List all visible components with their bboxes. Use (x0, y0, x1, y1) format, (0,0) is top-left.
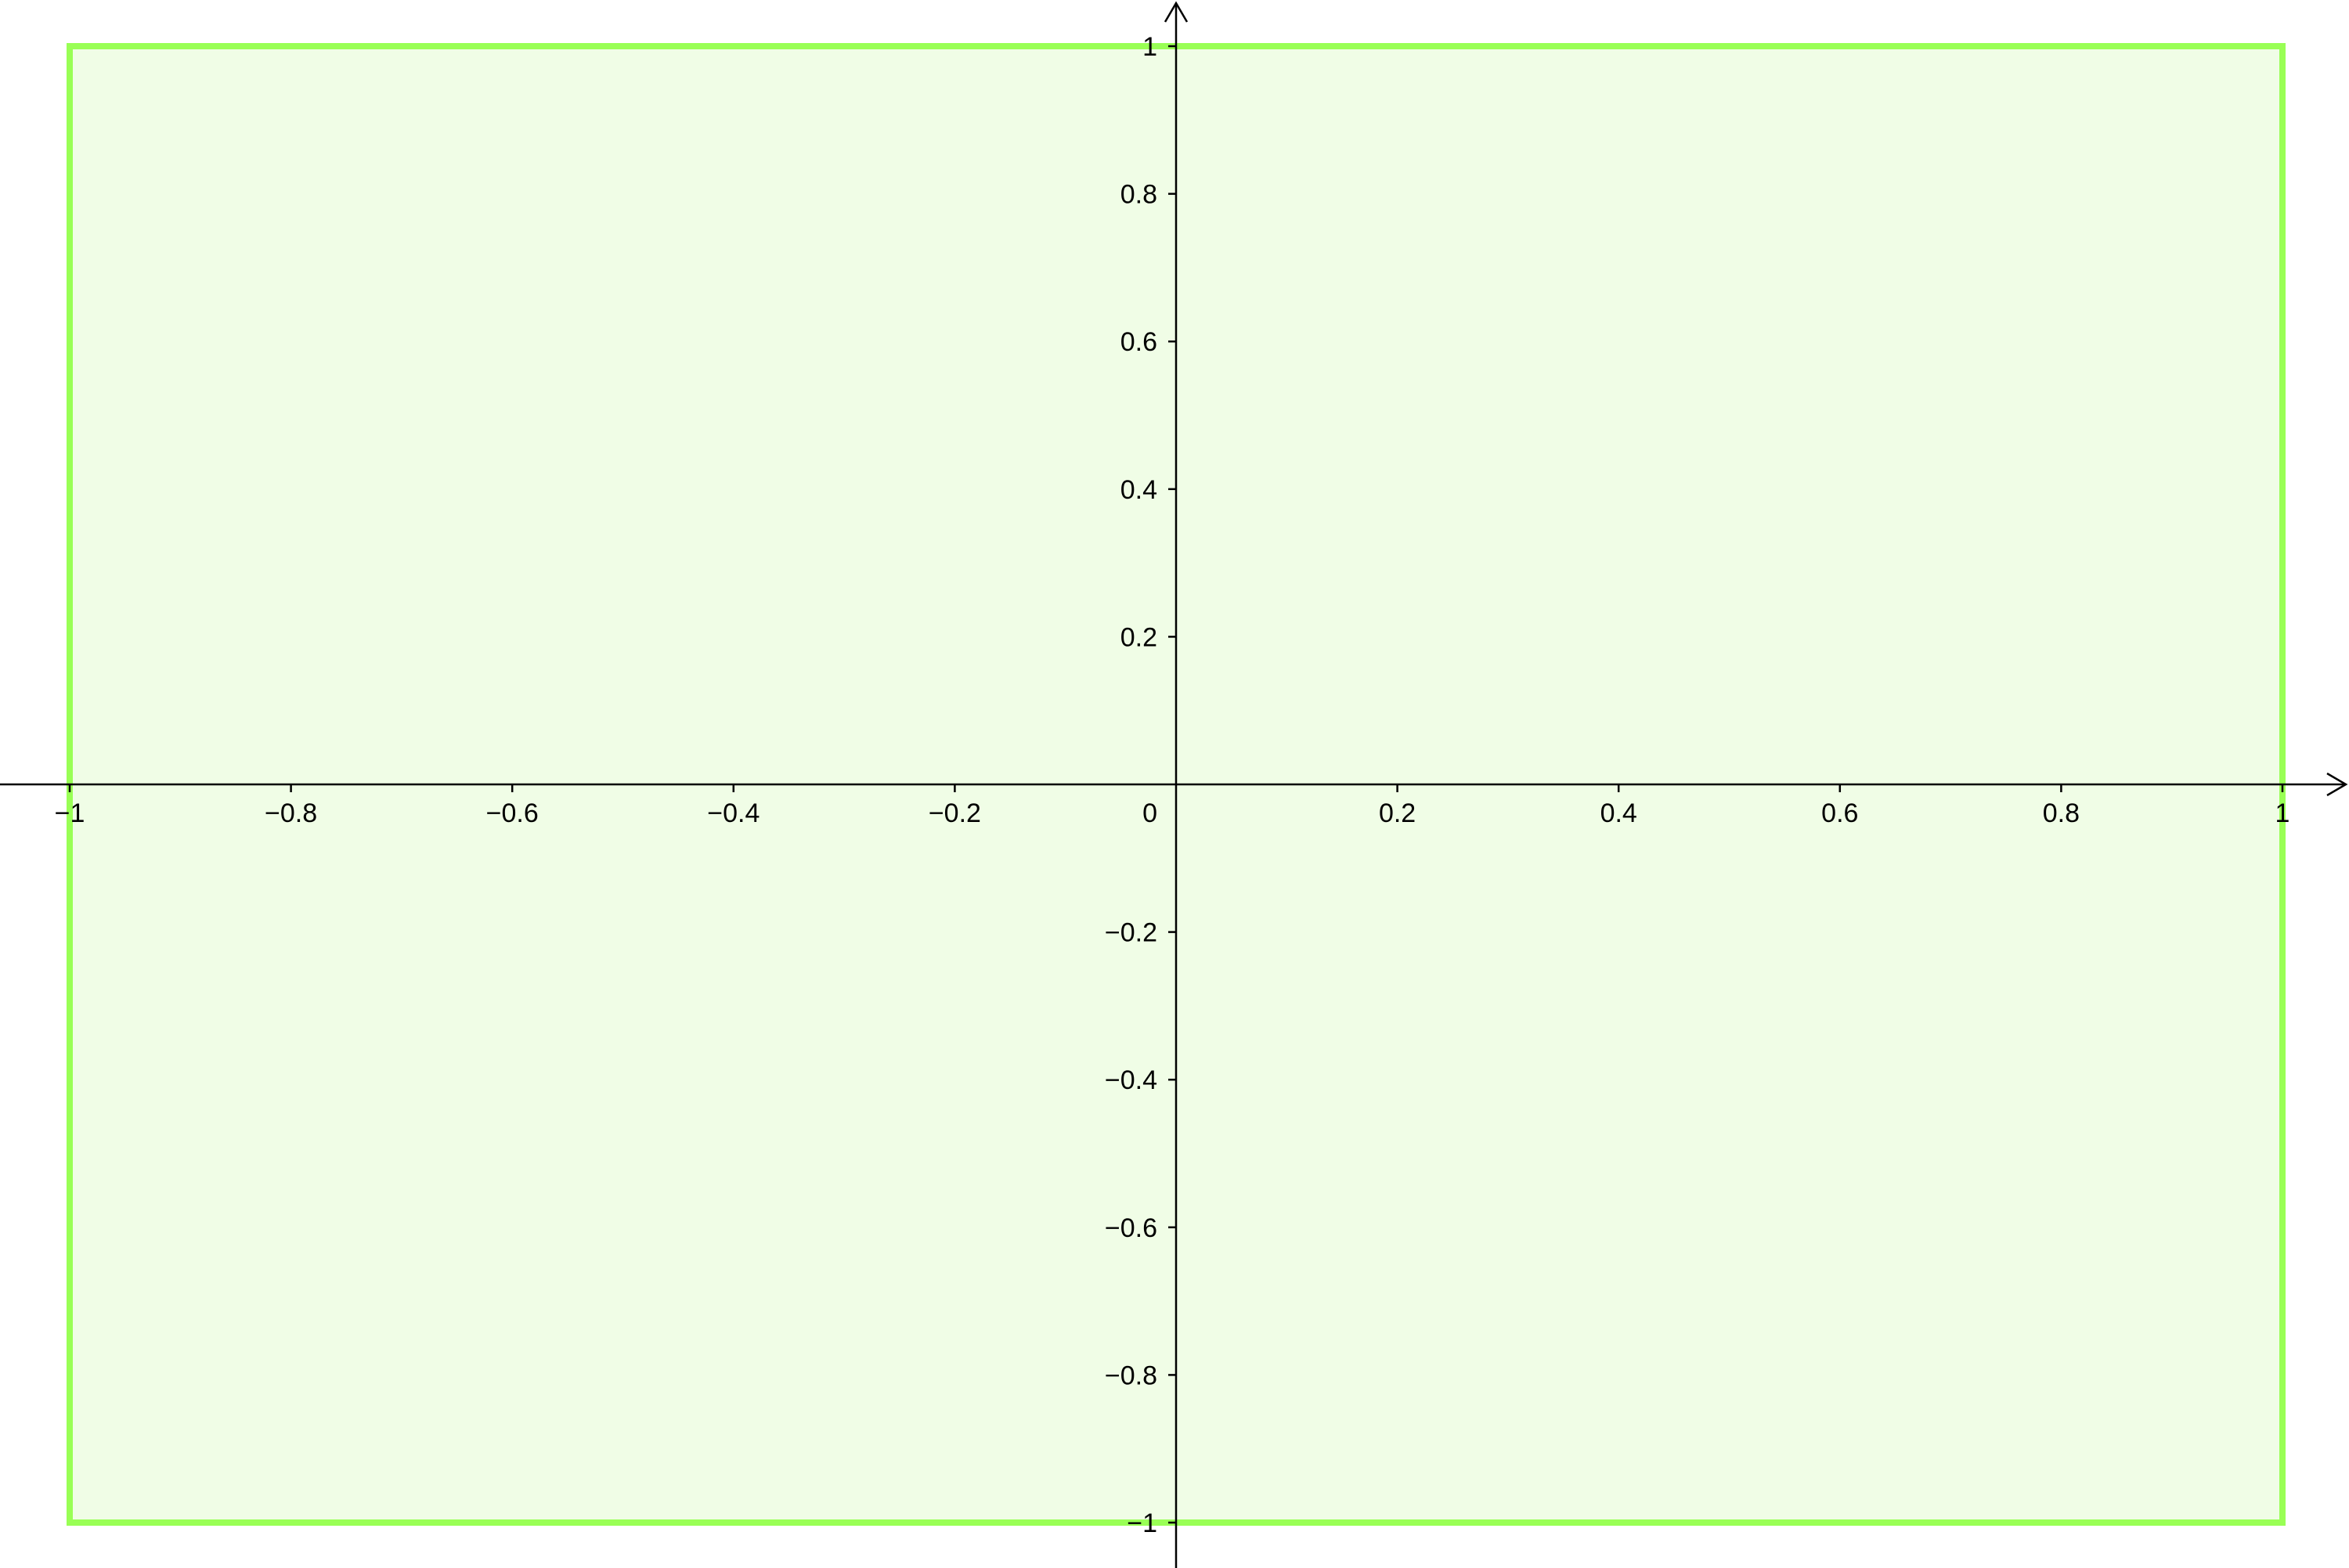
x-tick-label: −0.4 (707, 798, 760, 828)
x-axis: −1 −0.8 −0.6 −0.4 −0.2 0.2 0.4 0.6 0.8 1 (0, 772, 2348, 828)
y-tick-label: 1 (1142, 32, 1157, 62)
x-tick-label: 1 (2275, 798, 2290, 828)
y-tick-label: −0.4 (1105, 1065, 1157, 1095)
origin-label: 0 (1142, 798, 1157, 828)
y-tick-label: 0.8 (1120, 180, 1157, 210)
x-tick-label: −0.2 (929, 798, 981, 828)
x-tick-label: 0.4 (1600, 798, 1637, 828)
y-tick-label: −0.2 (1105, 918, 1157, 948)
y-tick-label: −0.8 (1105, 1361, 1157, 1390)
x-tick-label: 0.6 (1821, 798, 1858, 828)
y-tick-label: −1 (1127, 1509, 1157, 1538)
x-tick-label: −0.6 (486, 798, 539, 828)
x-tick-label: 0.8 (2043, 798, 2080, 828)
x-axis-arrow (2326, 772, 2348, 797)
y-tick-label: 0.6 (1120, 327, 1157, 357)
y-tick-label: −0.6 (1105, 1213, 1157, 1243)
x-tick-label: 0.2 (1379, 798, 1416, 828)
y-tick-label: 0.2 (1120, 622, 1157, 652)
x-tick-label: −1 (55, 798, 85, 828)
x-tick-label: −0.8 (265, 798, 317, 828)
y-tick-label: 0.4 (1120, 475, 1157, 505)
y-axis: −1 −0.8 −0.6 −0.4 −0.2 0.2 0.4 0.6 0.8 1 (1105, 1, 1189, 1568)
y-axis-arrow (1164, 1, 1189, 23)
x-axis-ticks: −1 −0.8 −0.6 −0.4 −0.2 0.2 0.4 0.6 0.8 1 (55, 784, 2290, 828)
y-axis-ticks: −1 −0.8 −0.6 −0.4 −0.2 0.2 0.4 0.6 0.8 1 (1105, 32, 1176, 1538)
